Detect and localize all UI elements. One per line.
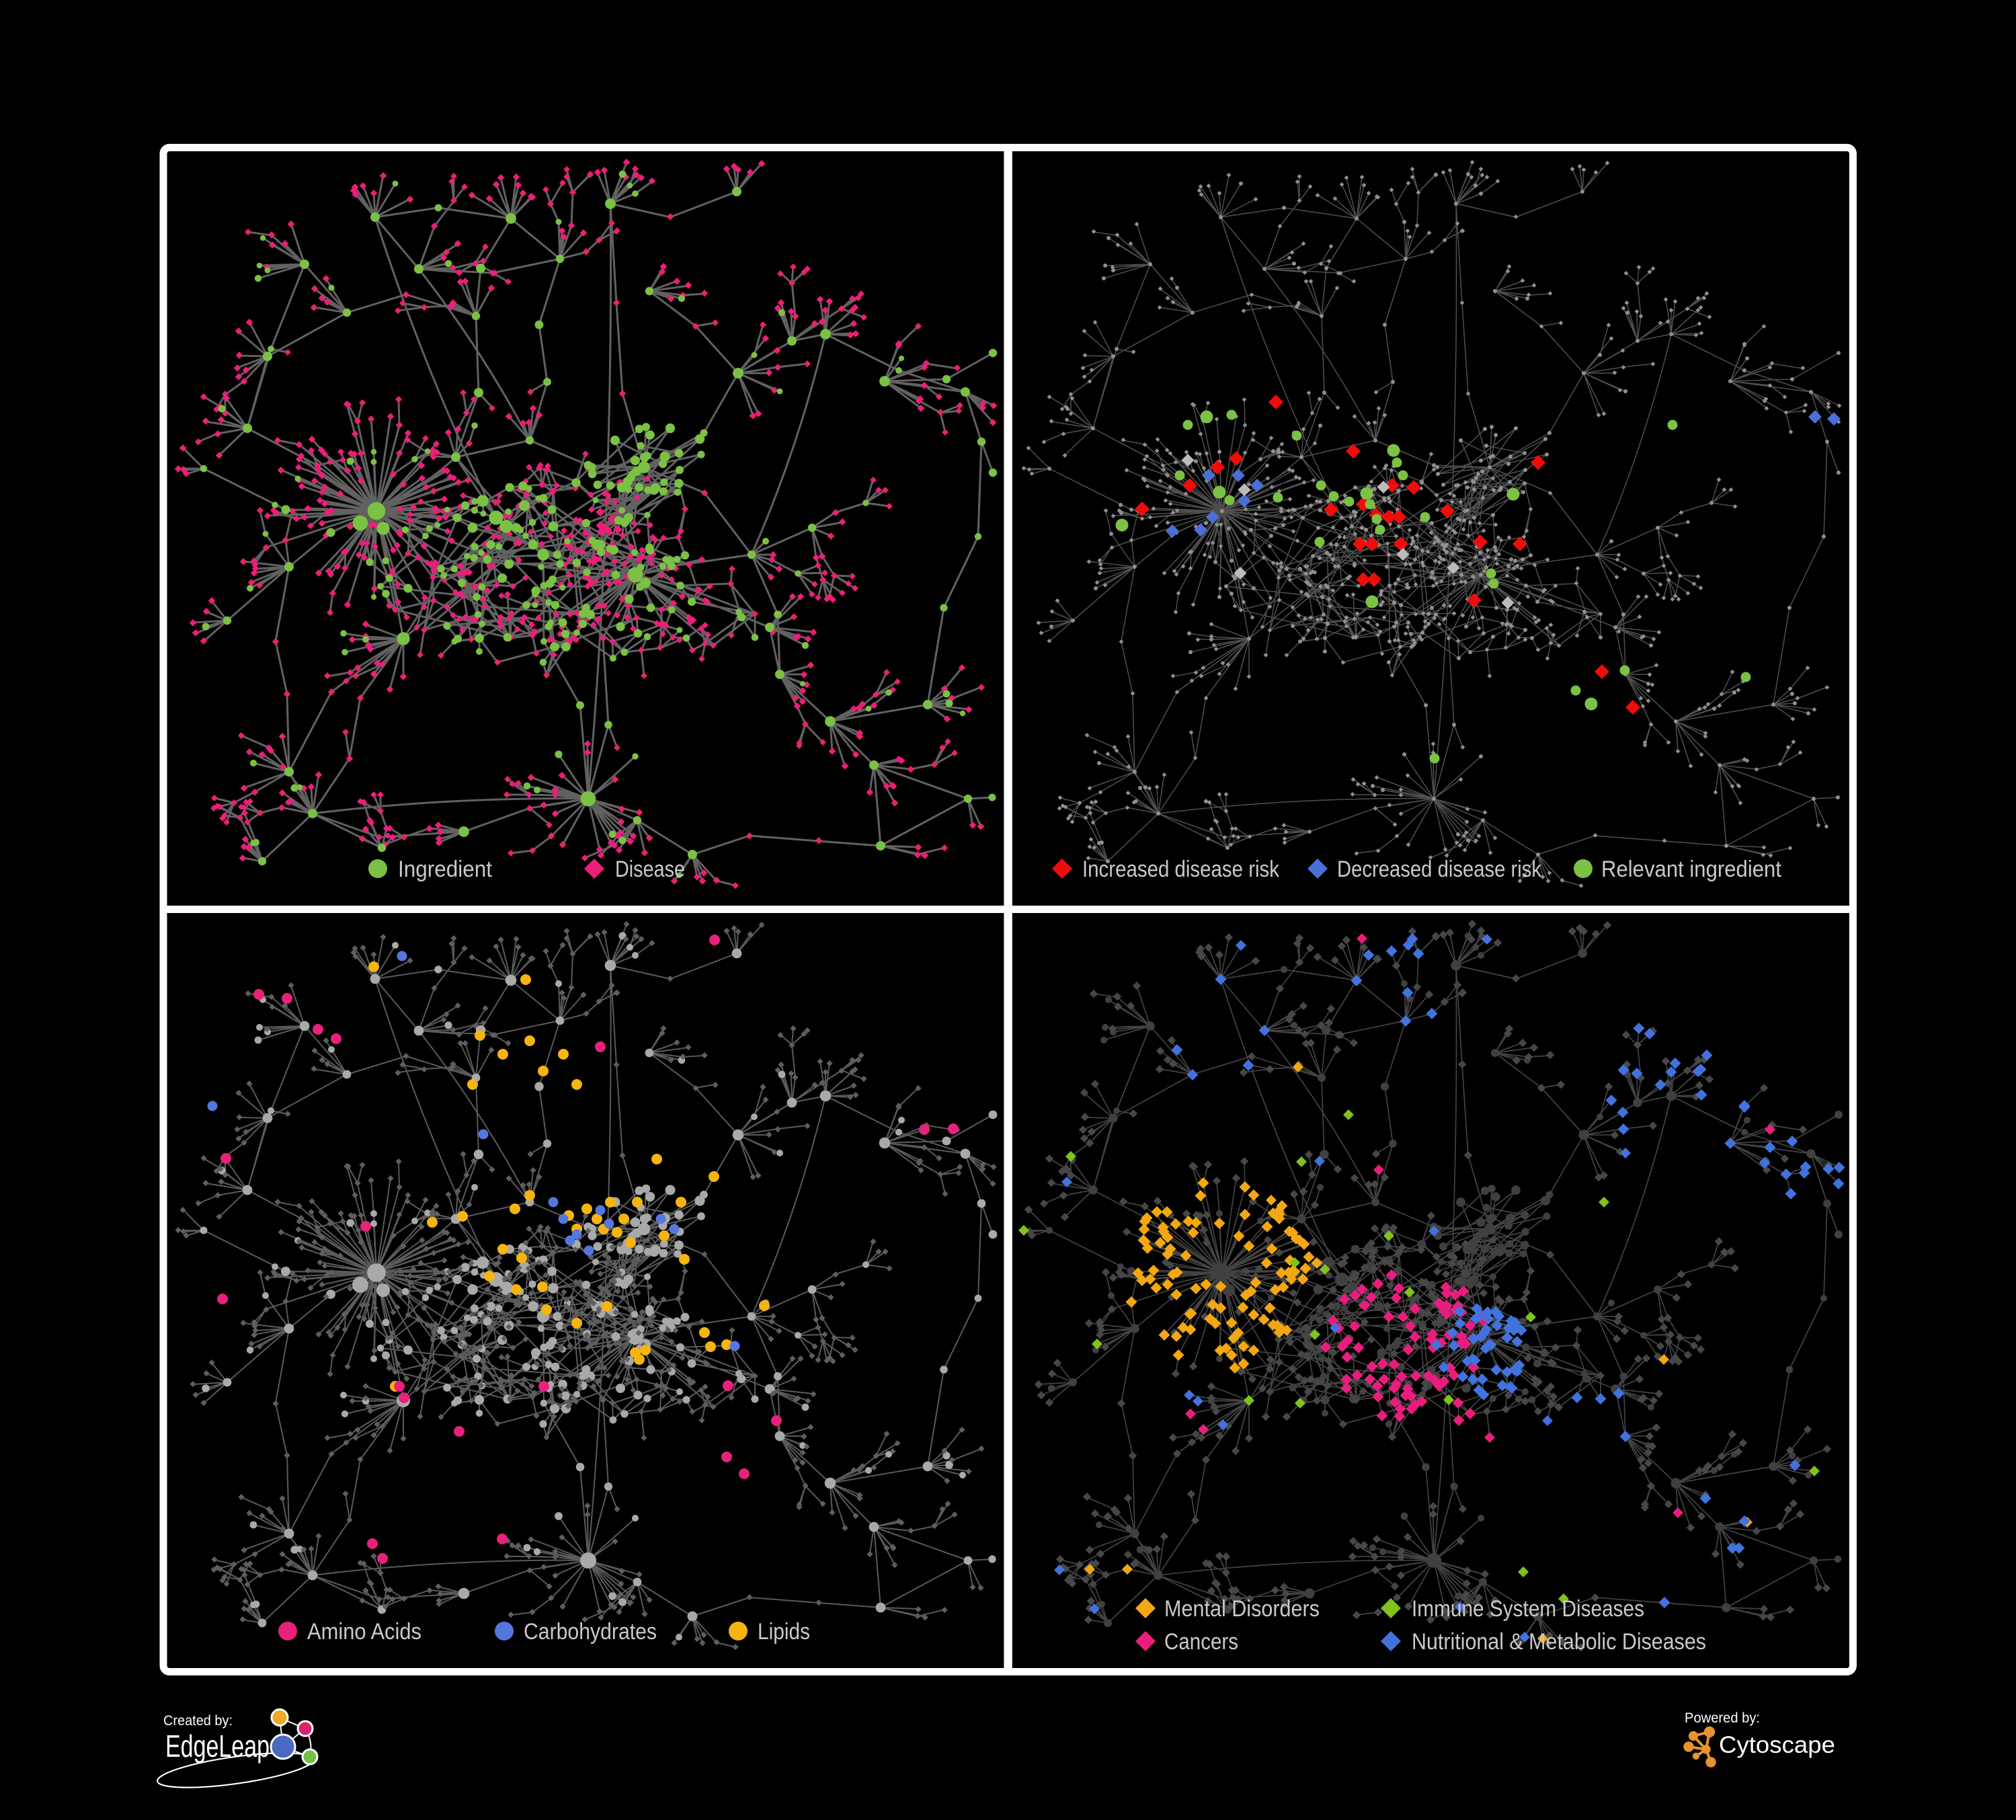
svg-text:Cancers: Cancers (1164, 1629, 1238, 1655)
svg-text:Increased disease risk: Increased disease risk (1082, 857, 1280, 882)
svg-text:Powered by:: Powered by: (1685, 1710, 1760, 1726)
svg-text:Lipids: Lipids (758, 1619, 810, 1645)
svg-text:Cytoscape: Cytoscape (1719, 1732, 1835, 1758)
svg-text:Relevant ingredient: Relevant ingredient (1601, 857, 1782, 882)
svg-text:EdgeLeap: EdgeLeap (165, 1729, 270, 1764)
svg-text:Ingredient: Ingredient (398, 857, 493, 882)
svg-text:Immune System Diseases: Immune System Diseases (1412, 1596, 1644, 1622)
svg-text:Disease: Disease (615, 857, 685, 882)
svg-text:Created by:: Created by: (163, 1713, 233, 1729)
svg-text:Nutritional & Metabolic Diseas: Nutritional & Metabolic Diseases (1412, 1629, 1706, 1655)
svg-text:Mental Disorders: Mental Disorders (1164, 1596, 1320, 1622)
svg-text:Amino Acids: Amino Acids (307, 1619, 421, 1645)
svg-text:Decreased disease risk: Decreased disease risk (1337, 857, 1542, 882)
svg-text:Carbohydrates: Carbohydrates (524, 1619, 657, 1645)
